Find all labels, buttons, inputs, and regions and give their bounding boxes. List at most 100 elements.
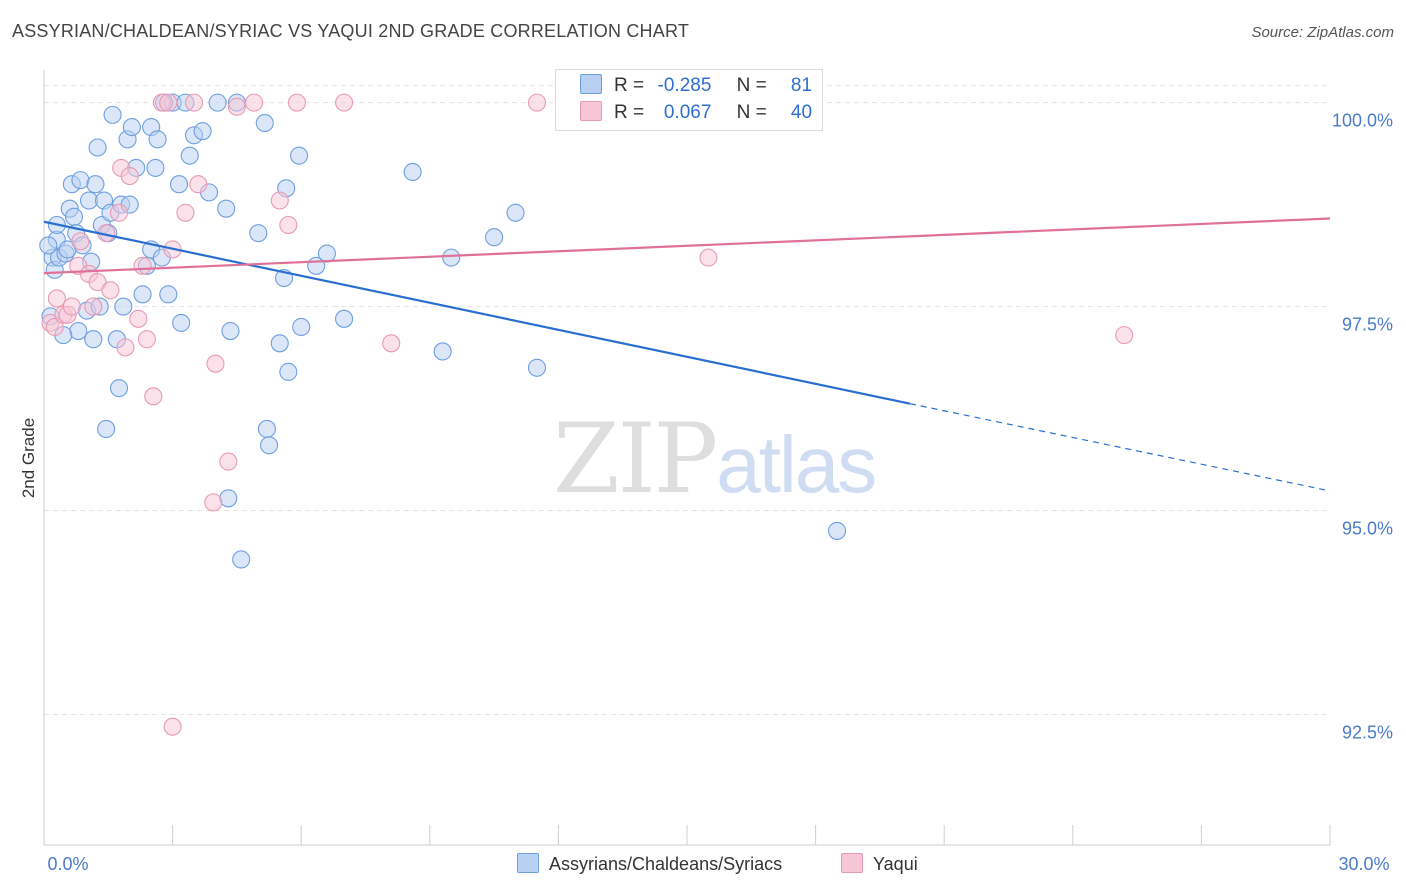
point-yaqui (244, 93, 264, 112)
point-assyrians (221, 322, 240, 341)
point-yaqui (279, 215, 298, 235)
point-yaqui (270, 191, 289, 210)
point-yaqui (1115, 326, 1134, 345)
point-assyrians (506, 203, 525, 222)
point-assyrians (71, 171, 90, 190)
point-assyrians (159, 285, 178, 304)
point-assyrians (257, 419, 276, 438)
y-tick-label: 100.0% (1332, 111, 1393, 131)
point-yaqui (101, 281, 120, 300)
point-assyrians (255, 113, 274, 133)
tick-labels: 100.0% 97.5% 95.0% 92.5% 0.0% 30.0% 2nd Grade (19, 111, 1393, 874)
chart-source: Source: ZipAtlas.com (1251, 24, 1394, 41)
legend-r-value-assyrians: -0.285 (657, 75, 712, 96)
bottom-legend-yaqui: Yaqui (841, 853, 918, 875)
point-assyrians (208, 93, 227, 112)
legend-swatch-yaqui (580, 101, 602, 121)
point-yaqui (206, 354, 225, 373)
axes (43, 70, 1331, 846)
legend-row-yaqui: R = 0.067 N = 40 (580, 101, 812, 127)
point-assyrians (232, 550, 251, 569)
point-yaqui (84, 297, 103, 316)
data-points (39, 93, 1134, 736)
trend-line-yaqui (43, 217, 1331, 275)
bottom-legend-swatch-yaqui (841, 853, 863, 873)
point-assyrians (292, 317, 311, 337)
point-yaqui (133, 256, 152, 275)
point-assyrians (317, 244, 336, 263)
watermark: ZIPatlas (553, 403, 877, 515)
point-assyrians (114, 297, 133, 316)
legend-n-label: N = (736, 102, 767, 123)
point-yaqui (88, 273, 107, 292)
point-yaqui (129, 309, 148, 328)
point-assyrians (109, 379, 129, 398)
point-yaqui (287, 93, 306, 112)
y-axis-label: 2nd Grade (19, 418, 38, 498)
point-assyrians (193, 122, 212, 141)
point-assyrians (527, 358, 547, 377)
legend-n-value-yaqui: 40 (790, 102, 813, 123)
watermark-atlas: atlas (716, 420, 877, 509)
point-assyrians (290, 146, 309, 165)
legend-swatch-assyrians (580, 74, 602, 94)
point-assyrians (148, 130, 167, 149)
grid-lines (44, 85, 1330, 715)
point-yaqui (163, 717, 182, 736)
point-yaqui (71, 232, 90, 251)
point-assyrians (180, 146, 199, 165)
point-yaqui (47, 289, 66, 308)
point-yaqui (382, 334, 401, 353)
trend-line-assyrians-extrapolated (909, 403, 1331, 492)
point-assyrians (279, 362, 298, 381)
correlation-legend: R = -0.285 N = 81 R = 0.067 N = 40 (555, 69, 823, 131)
point-yaqui (227, 97, 246, 116)
chart-title: ASSYRIAN/CHALDEAN/SYRIAC VS YAQUI 2ND GR… (12, 21, 690, 41)
bottom-legend-swatch-assyrians (517, 853, 539, 873)
point-assyrians (39, 236, 58, 255)
point-yaqui (189, 175, 208, 194)
trend-line-assyrians (43, 220, 911, 405)
point-assyrians (270, 334, 289, 353)
legend-r-label: R = (614, 102, 645, 123)
point-yaqui (527, 93, 547, 112)
legend-n-value-assyrians: 81 (790, 75, 813, 96)
point-yaqui (699, 248, 718, 267)
point-yaqui (335, 93, 354, 112)
legend-row-assyrians: R = -0.285 N = 81 (580, 74, 812, 100)
point-assyrians (84, 330, 103, 349)
point-assyrians (79, 191, 99, 210)
y-tick-label: 92.5% (1342, 722, 1393, 742)
bottom-legend-assyrians: Assyrians/Chaldeans/Syriacs (517, 853, 782, 875)
point-assyrians (433, 342, 452, 361)
point-yaqui (159, 93, 178, 112)
point-assyrians (485, 228, 504, 247)
point-assyrians (146, 158, 165, 177)
legend-r-label: R = (614, 75, 645, 96)
point-yaqui (204, 493, 223, 512)
point-yaqui (116, 338, 135, 357)
x-tick-label: 0.0% (47, 854, 88, 874)
point-yaqui (176, 203, 195, 222)
y-tick-label: 97.5% (1342, 315, 1393, 335)
point-yaqui (137, 330, 156, 349)
bottom-legend-label-yaqui: Yaqui (873, 854, 918, 874)
point-yaqui (45, 317, 64, 337)
point-assyrians (219, 489, 238, 508)
point-yaqui (120, 167, 139, 186)
point-assyrians (69, 322, 88, 341)
point-assyrians (335, 309, 354, 328)
point-assyrians (103, 105, 122, 124)
point-yaqui (144, 387, 163, 406)
point-assyrians (259, 436, 279, 455)
point-yaqui (184, 93, 204, 112)
point-assyrians (172, 313, 191, 332)
point-assyrians (169, 175, 189, 194)
point-assyrians (133, 285, 152, 304)
point-assyrians (442, 248, 461, 267)
point-assyrians (64, 207, 84, 226)
point-assyrians (217, 199, 236, 218)
point-assyrians (827, 521, 847, 540)
trend-lines (43, 217, 1331, 492)
